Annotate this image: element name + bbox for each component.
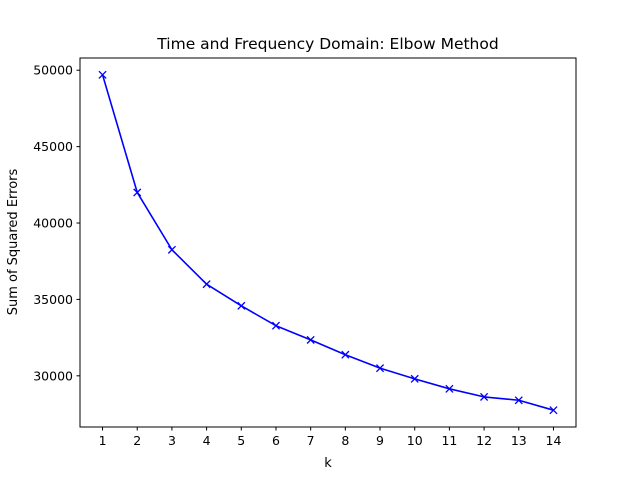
x-tick-label: 2 [133,433,141,448]
data-point-marker [445,384,454,393]
series-line [101,74,554,411]
x-tick-label: 9 [376,433,384,448]
data-point-marker [98,70,107,79]
chart-title: Time and Frequency Domain: Elbow Method [156,35,498,53]
data-point-marker [514,396,523,405]
x-axis-title: k [324,456,332,471]
data-point-marker [237,301,246,310]
x-axis: 1 2 3 4 5 6 7 8 9 10 11 12 13 14 [99,427,562,448]
x-tick-label: 13 [511,433,527,448]
y-tick-label: 50000 [33,63,73,78]
x-tick-label: 4 [203,433,211,448]
y-axis: 30000 35000 40000 45000 50000 [33,63,80,383]
data-point-marker [133,188,142,197]
x-tick-label: 5 [237,433,245,448]
x-tick-label: 14 [546,433,562,448]
data-point-marker [410,374,419,383]
data-point-marker [271,321,281,330]
x-tick-label: 3 [168,433,176,448]
data-point-marker [480,392,489,401]
data-point-marker [167,245,176,254]
y-tick-label: 45000 [33,139,73,154]
y-axis-title: Sum of Squared Errors [6,168,21,315]
data-point-marker [306,335,315,344]
y-tick-label: 30000 [33,368,73,383]
plot-area-frame [79,57,577,428]
data-point-marker [549,406,558,415]
x-tick-label: 12 [476,433,492,448]
y-tick-label: 35000 [33,292,73,307]
x-tick-label: 1 [99,433,107,448]
series-layer [98,70,558,415]
x-tick-label: 7 [307,433,315,448]
y-tick-label: 40000 [33,216,73,231]
x-tick-label: 10 [407,433,423,448]
x-tick-label: 11 [441,433,457,448]
data-point-marker [341,350,350,359]
x-tick-label: 6 [272,433,280,448]
data-point-marker [375,364,385,373]
data-point-marker [202,280,211,289]
x-tick-label: 8 [341,433,349,448]
